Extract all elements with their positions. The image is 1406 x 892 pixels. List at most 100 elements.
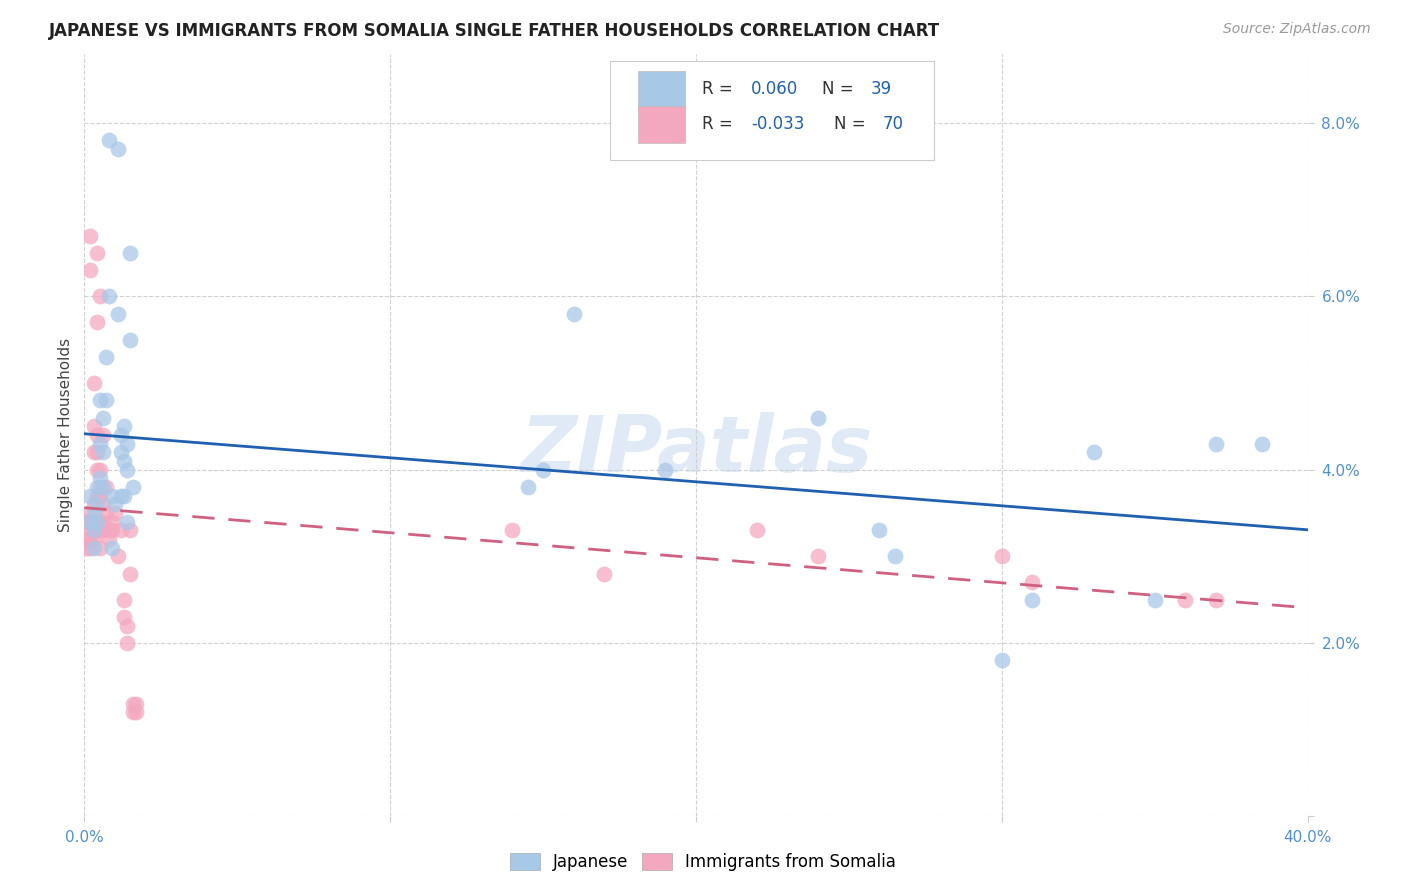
Point xyxy=(115,436,138,450)
Point xyxy=(883,549,905,564)
Point xyxy=(83,532,105,546)
Point xyxy=(76,541,98,555)
Text: Source: ZipAtlas.com: Source: ZipAtlas.com xyxy=(1223,22,1371,37)
Point xyxy=(654,462,676,476)
Point xyxy=(79,515,101,529)
FancyBboxPatch shape xyxy=(638,106,685,143)
Point xyxy=(83,523,105,537)
Point xyxy=(104,497,127,511)
Point xyxy=(869,523,891,537)
Point xyxy=(122,480,145,494)
Point xyxy=(91,480,114,494)
Point xyxy=(83,506,105,520)
Point xyxy=(91,410,114,425)
Text: -0.033: -0.033 xyxy=(751,115,804,134)
Point xyxy=(91,428,114,442)
Point xyxy=(807,410,830,425)
Point xyxy=(83,445,105,459)
Point xyxy=(110,428,132,442)
Text: ZIPatlas: ZIPatlas xyxy=(520,412,872,488)
Point xyxy=(89,471,111,485)
Point xyxy=(86,315,108,329)
Point xyxy=(83,515,105,529)
Point xyxy=(122,705,145,719)
Point xyxy=(79,506,101,520)
Point xyxy=(76,515,98,529)
Point xyxy=(120,245,142,260)
Point xyxy=(91,523,114,537)
Point xyxy=(86,445,108,459)
Text: 0.060: 0.060 xyxy=(751,80,799,98)
Text: 39: 39 xyxy=(870,80,891,98)
Point xyxy=(101,541,124,555)
Point xyxy=(86,462,108,476)
Point xyxy=(89,480,111,494)
Point xyxy=(516,480,538,494)
Point xyxy=(94,350,117,364)
Point xyxy=(107,549,129,564)
Point xyxy=(89,289,111,303)
Point xyxy=(97,289,120,303)
Point xyxy=(110,489,132,503)
Point xyxy=(86,497,108,511)
Point xyxy=(112,610,135,624)
Point xyxy=(86,515,108,529)
Point xyxy=(89,436,111,450)
Point xyxy=(101,515,124,529)
Text: 70: 70 xyxy=(883,115,904,134)
Point xyxy=(1083,445,1105,459)
Point xyxy=(79,489,101,503)
Point xyxy=(122,697,145,711)
Point xyxy=(115,515,138,529)
FancyBboxPatch shape xyxy=(610,62,935,161)
Point xyxy=(562,306,585,320)
Point xyxy=(991,653,1014,667)
Point xyxy=(1205,436,1227,450)
Point xyxy=(79,263,101,277)
Point xyxy=(112,419,135,434)
Point xyxy=(89,523,111,537)
Point xyxy=(76,532,98,546)
Point xyxy=(86,523,108,537)
Point xyxy=(1021,575,1043,590)
Point xyxy=(112,489,135,503)
Point xyxy=(120,523,142,537)
Point xyxy=(89,515,111,529)
Point xyxy=(112,454,135,468)
Point xyxy=(747,523,769,537)
Point xyxy=(91,515,114,529)
Point xyxy=(1250,436,1272,450)
Text: R =: R = xyxy=(702,80,738,98)
Point xyxy=(531,462,554,476)
Point xyxy=(112,592,135,607)
Point xyxy=(79,532,101,546)
Point xyxy=(115,636,138,650)
Point xyxy=(502,523,524,537)
Point xyxy=(1143,592,1166,607)
Text: R =: R = xyxy=(702,115,738,134)
Point xyxy=(101,489,124,503)
Text: N =: N = xyxy=(834,115,872,134)
Y-axis label: Single Father Households: Single Father Households xyxy=(58,338,73,532)
Point xyxy=(1021,592,1043,607)
Point xyxy=(115,462,138,476)
Point xyxy=(97,133,120,147)
Point xyxy=(107,306,129,320)
Point xyxy=(1205,592,1227,607)
Point xyxy=(89,541,111,555)
Point xyxy=(1174,592,1197,607)
Point xyxy=(86,489,108,503)
Point xyxy=(104,506,127,520)
Text: N =: N = xyxy=(823,80,859,98)
Point xyxy=(101,523,124,537)
Point xyxy=(83,497,105,511)
Point xyxy=(79,523,101,537)
Point xyxy=(83,523,105,537)
Point xyxy=(97,532,120,546)
Point xyxy=(86,428,108,442)
Point xyxy=(86,515,108,529)
Point xyxy=(83,541,105,555)
Point xyxy=(89,462,111,476)
Point xyxy=(83,419,105,434)
Point xyxy=(79,541,101,555)
